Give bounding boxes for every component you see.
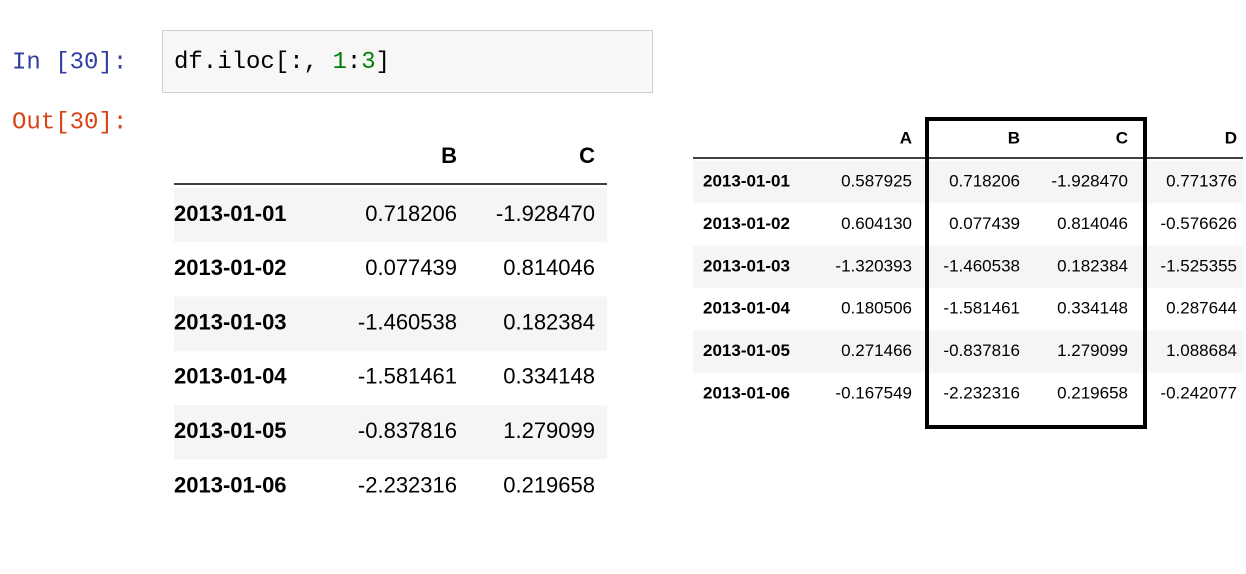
column-header: C bbox=[579, 143, 595, 168]
cell: 0.182384 bbox=[503, 309, 595, 334]
cell: 0.814046 bbox=[1057, 214, 1128, 233]
cell: -2.232316 bbox=[358, 472, 457, 497]
cell: 0.182384 bbox=[1057, 256, 1128, 275]
cell: -1.320393 bbox=[835, 256, 912, 275]
row-index: 2013-01-06 bbox=[174, 472, 287, 497]
cell: 0.718206 bbox=[949, 171, 1020, 190]
row-background bbox=[693, 330, 1243, 373]
cell: 0.771376 bbox=[1166, 171, 1237, 190]
cell: 0.287644 bbox=[1166, 299, 1237, 318]
cell: -0.167549 bbox=[835, 383, 912, 402]
column-header: B bbox=[1008, 128, 1020, 147]
row-background bbox=[693, 160, 1243, 204]
cell: 0.814046 bbox=[503, 255, 595, 280]
code: df.iloc[:, 1:3] bbox=[174, 49, 390, 76]
row-index: 2013-01-06 bbox=[703, 383, 790, 402]
cell: -0.242077 bbox=[1160, 383, 1237, 402]
full-table: A B C D 2013-01-01 0.587925 0.718206 -1.928470 0… bbox=[693, 128, 1243, 402]
row-background bbox=[693, 245, 1243, 288]
cell: -1.928470 bbox=[496, 201, 595, 226]
cell: -0.837816 bbox=[943, 341, 1020, 360]
row-index: 2013-01-02 bbox=[174, 255, 287, 280]
cell: 0.180506 bbox=[841, 299, 912, 318]
row-index: 2013-01-05 bbox=[174, 418, 287, 443]
input-cell[interactable] bbox=[162, 30, 653, 93]
column-header: C bbox=[1116, 128, 1128, 147]
column-header: B bbox=[441, 143, 457, 168]
code-token: ] bbox=[376, 49, 390, 76]
cell: -1.581461 bbox=[358, 364, 457, 389]
row-index: 2013-01-02 bbox=[703, 214, 790, 233]
cell: -1.460538 bbox=[943, 256, 1020, 275]
code-token: df.iloc[:, bbox=[174, 49, 332, 76]
row-index: 2013-01-01 bbox=[703, 171, 790, 190]
cell: -2.232316 bbox=[943, 383, 1020, 402]
cell: 0.077439 bbox=[365, 255, 457, 280]
cell: -1.928470 bbox=[1051, 171, 1128, 190]
cell: 0.587925 bbox=[841, 171, 912, 190]
column-header: A bbox=[900, 128, 912, 147]
row-background bbox=[174, 187, 607, 243]
cell: 0.219658 bbox=[1057, 383, 1128, 402]
column-header: D bbox=[1225, 128, 1237, 147]
row-index: 2013-01-03 bbox=[703, 256, 790, 275]
output-table: B C 2013-01-01 0.718206 -1.928470 2013-01-02 0… bbox=[174, 143, 607, 497]
row-background bbox=[174, 296, 607, 351]
cell: 0.334148 bbox=[503, 364, 595, 389]
row-index: 2013-01-04 bbox=[703, 299, 791, 318]
row-index: 2013-01-01 bbox=[174, 201, 287, 226]
code-token: : bbox=[347, 49, 361, 76]
cell: 0.334148 bbox=[1057, 299, 1128, 318]
row-index: 2013-01-03 bbox=[174, 309, 287, 334]
cell: 0.604130 bbox=[841, 214, 912, 233]
cell: 1.279099 bbox=[1057, 341, 1128, 360]
selection-box bbox=[925, 117, 1147, 429]
row-index: 2013-01-04 bbox=[174, 364, 287, 389]
row-background bbox=[174, 405, 607, 460]
cell: -1.460538 bbox=[358, 309, 457, 334]
cell: -1.525355 bbox=[1160, 256, 1237, 275]
cell: 0.271466 bbox=[841, 341, 912, 360]
cell: -0.837816 bbox=[358, 418, 457, 443]
cell: 0.219658 bbox=[503, 472, 595, 497]
cell: 0.718206 bbox=[365, 201, 457, 226]
code-token: 3 bbox=[361, 49, 375, 76]
cell: -0.576626 bbox=[1160, 214, 1237, 233]
cell: 1.088684 bbox=[1166, 341, 1237, 360]
cell: 0.077439 bbox=[949, 214, 1020, 233]
output-prompt: Out[30]: bbox=[12, 109, 127, 136]
cell: 1.279099 bbox=[503, 418, 595, 443]
input-prompt: In [30]: bbox=[12, 49, 127, 76]
row-index: 2013-01-05 bbox=[703, 341, 790, 360]
code-token: 1 bbox=[332, 49, 346, 76]
cell: -1.581461 bbox=[943, 299, 1020, 318]
